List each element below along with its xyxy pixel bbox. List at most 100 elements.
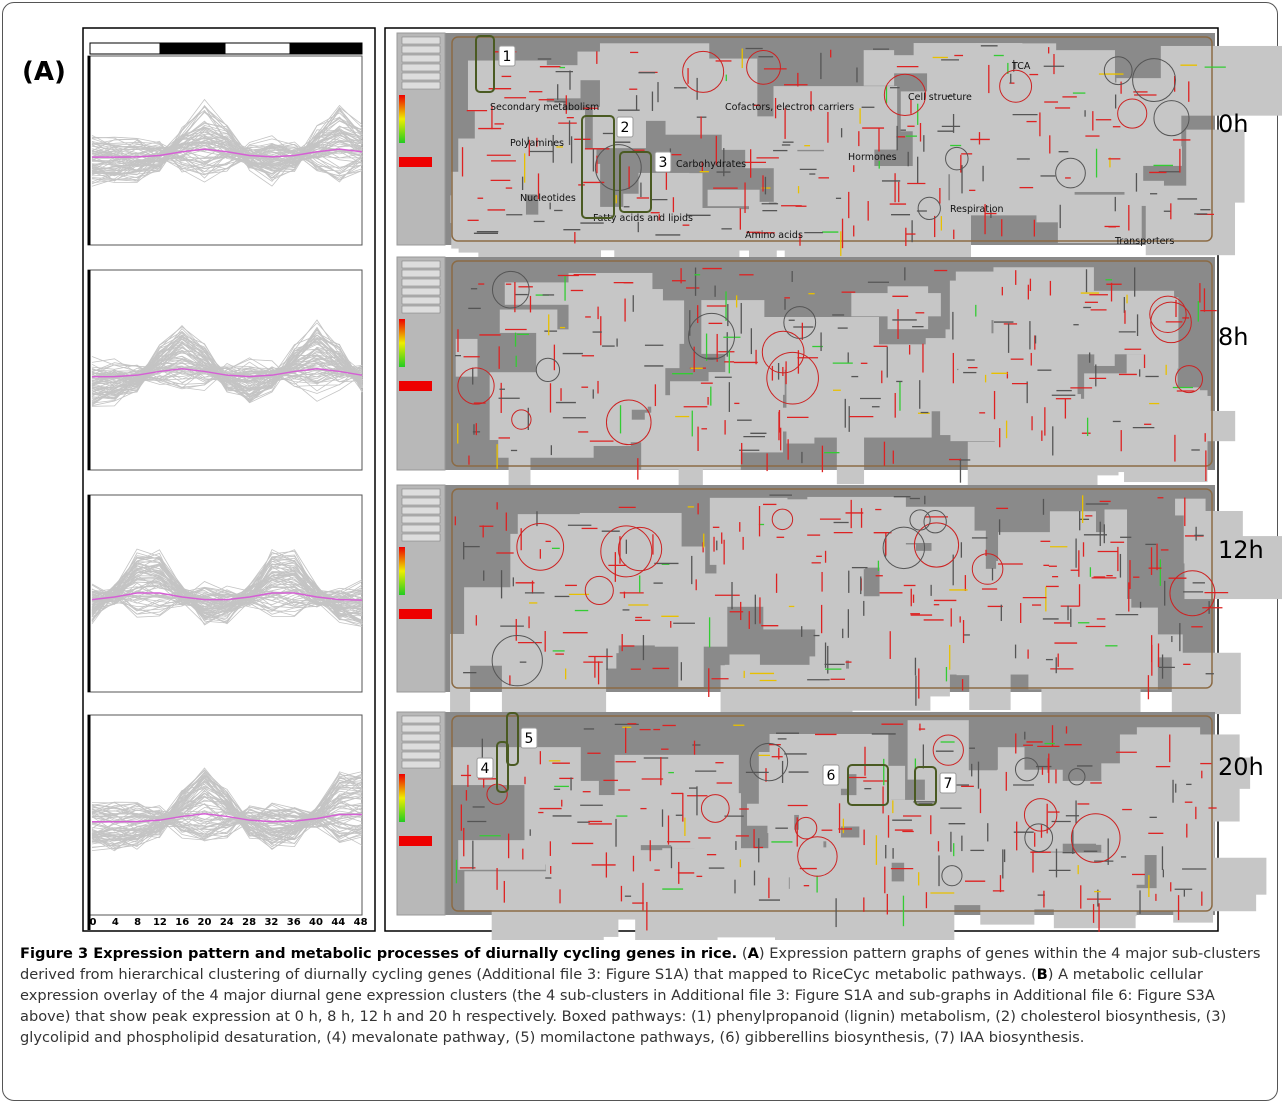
- pathway-block: [1106, 146, 1182, 166]
- expression-line: [91, 585, 363, 606]
- day-night-bar: [159, 42, 226, 55]
- map-button: [401, 742, 441, 751]
- panel-a-box: [82, 27, 376, 932]
- cycle: [1023, 798, 1058, 832]
- expression-line: [91, 565, 363, 611]
- pathway-block: [1160, 45, 1282, 116]
- cycle: [1070, 813, 1121, 863]
- cycle: [516, 523, 565, 571]
- x-tick-label: 8: [134, 917, 141, 928]
- cycle: [1153, 100, 1190, 137]
- map-button: [401, 36, 441, 45]
- box-number-bg: [939, 772, 957, 794]
- time-label: 8h: [1218, 323, 1248, 351]
- expression-line: [91, 338, 363, 396]
- pathway-block: [927, 70, 1044, 161]
- cycle: [1175, 365, 1203, 394]
- x-tick-label: 32: [264, 917, 278, 928]
- region-label: Cell structure: [908, 92, 972, 103]
- expression-line: [91, 592, 363, 606]
- day-night-bar: [289, 42, 363, 55]
- expression-line: [91, 585, 363, 607]
- pathway-block: [626, 300, 685, 344]
- cycle: [491, 270, 530, 309]
- legend-gradient: [399, 95, 405, 143]
- expression-line: [91, 801, 363, 835]
- expression-line: [91, 363, 363, 394]
- histogram-bar: [399, 836, 432, 846]
- pathway-block: [925, 338, 957, 412]
- cycle: [535, 357, 561, 383]
- cycle: [1055, 157, 1086, 189]
- expression-line: [91, 110, 363, 179]
- pathway-block: [1136, 824, 1161, 856]
- box-number-bg: [616, 116, 634, 138]
- pathway-block: [489, 372, 599, 441]
- legend-gradient: [399, 547, 405, 595]
- pathway-block: [955, 271, 1067, 321]
- x-tick-label: 40: [309, 917, 323, 928]
- region-label: Secondary metabolism: [490, 102, 599, 113]
- map-border: [451, 260, 1213, 467]
- expression-line: [91, 120, 363, 180]
- expression-line: [91, 130, 363, 167]
- pathway-block: [856, 765, 906, 800]
- expression-line: [91, 785, 363, 845]
- cycle: [941, 865, 963, 887]
- expression-line: [91, 769, 363, 850]
- expression-line: [91, 561, 363, 624]
- expression-line: [91, 364, 363, 392]
- cycle: [794, 816, 818, 840]
- caption-text: ) Expression pattern graphs of genes wit…: [20, 945, 1261, 983]
- cycle: [511, 409, 532, 430]
- pathway-block: [458, 163, 484, 253]
- expression-line: [91, 804, 363, 823]
- box-number: 1: [503, 49, 512, 65]
- pathway-box: [619, 151, 652, 213]
- cycle: [617, 526, 663, 572]
- region-label: Transporters: [1114, 236, 1174, 247]
- expression-line: [91, 816, 363, 835]
- cycle: [746, 49, 781, 85]
- pathway-block: [836, 408, 865, 485]
- map-button: [401, 54, 441, 63]
- cycle: [883, 73, 927, 117]
- pathway-block: [905, 597, 1033, 675]
- cycle: [491, 635, 543, 687]
- expression-line: [91, 587, 363, 609]
- x-tick-label: 36: [287, 917, 301, 928]
- region-label: Amino acids: [745, 230, 803, 241]
- expression-line: [91, 328, 363, 397]
- caption: Figure 3 Expression pattern and metaboli…: [20, 943, 1268, 1048]
- pathway-block: [891, 170, 949, 240]
- expression-line: [91, 365, 363, 383]
- region-label: Carbohydrates: [676, 159, 746, 170]
- pathway-box: [506, 712, 519, 766]
- box-number: 2: [621, 120, 630, 136]
- x-tick-label: 24: [220, 917, 234, 928]
- map-button: [401, 72, 441, 81]
- pathway-block: [654, 573, 728, 647]
- cycle: [1014, 757, 1039, 782]
- cycle: [1117, 98, 1148, 129]
- region-label: Nucleotides: [520, 193, 576, 204]
- x-tick-label: 28: [242, 917, 256, 928]
- pathway-block: [680, 406, 782, 427]
- cycle: [945, 146, 969, 171]
- pathway-block: [863, 50, 895, 86]
- pathway-block: [823, 141, 875, 176]
- day-night-bar: [89, 42, 161, 55]
- map-button: [401, 305, 441, 314]
- map-button: [401, 296, 441, 305]
- pathway-block: [891, 303, 915, 329]
- cycle: [682, 50, 725, 93]
- legend-gradient: [399, 319, 405, 367]
- expression-line: [91, 363, 363, 384]
- box-number-bg: [520, 727, 538, 749]
- map-button: [401, 488, 441, 497]
- region-label: Cofactors, electron carriers: [725, 102, 854, 113]
- cycle: [749, 742, 789, 782]
- legend-gradient: [399, 774, 405, 822]
- expression-line: [91, 806, 363, 839]
